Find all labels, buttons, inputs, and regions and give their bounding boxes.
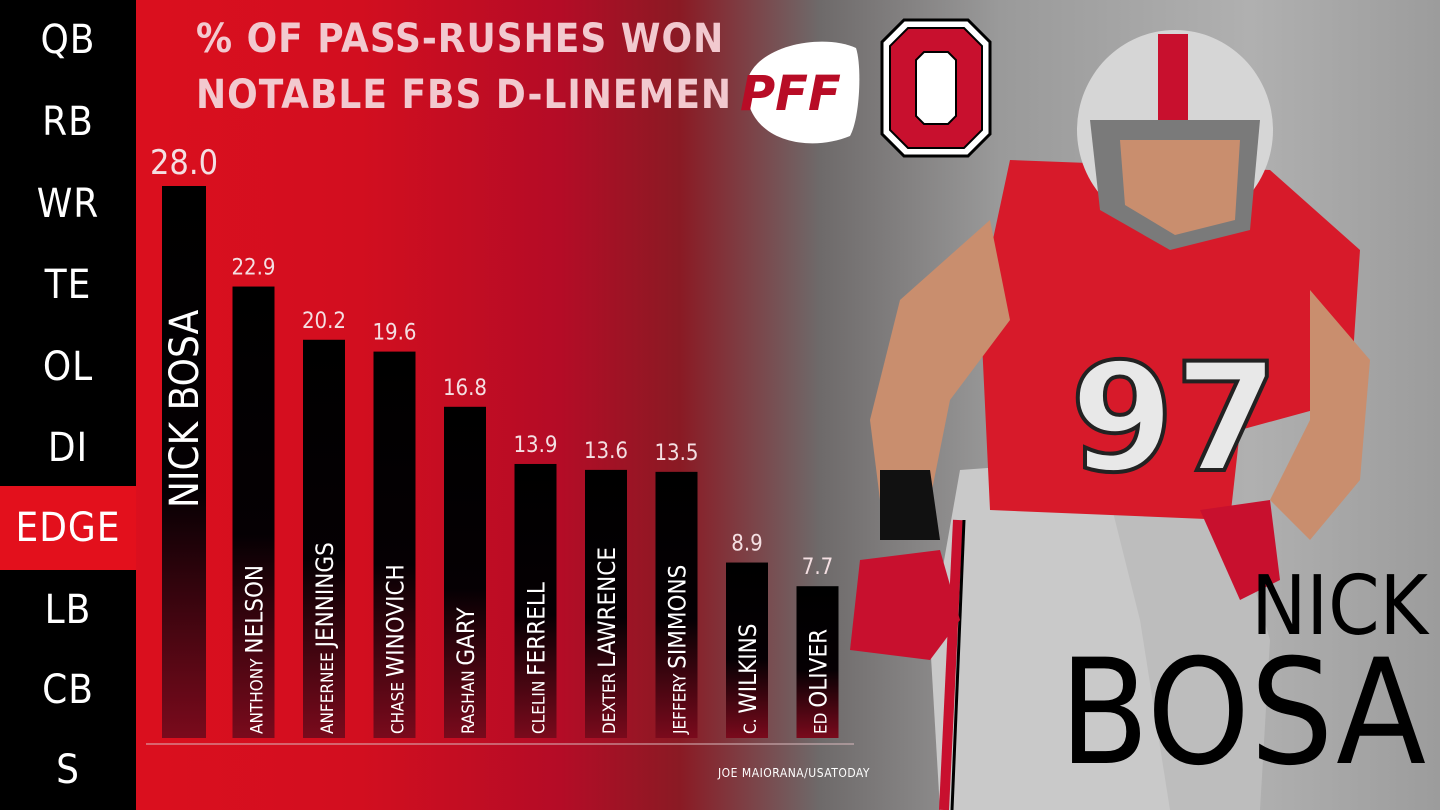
bar — [444, 406, 486, 738]
pff-logo-text: PFF — [740, 66, 841, 122]
bar-value-label: 20.2 — [302, 309, 346, 334]
bar — [373, 351, 416, 738]
bar-category-label: CLELIN FERRELL — [523, 582, 551, 734]
bar-value-label: 13.5 — [654, 441, 698, 466]
bar — [726, 562, 768, 738]
nav-item-di[interactable]: DI — [47, 425, 89, 471]
bar-value-label: 22.9 — [231, 256, 275, 281]
bar — [796, 586, 839, 738]
chart-subtitle: NOTABLE FBS D-LINEMEN — [196, 72, 733, 118]
bar-category-label: ANTHONY NELSON — [241, 565, 269, 734]
bar-category-label: CHASE WINOVICH — [382, 564, 410, 734]
bar — [514, 463, 557, 738]
bar-category-label: ANFERNEE JENNINGS — [311, 542, 339, 734]
nav-item-te[interactable]: TE — [44, 262, 92, 308]
bar-category-label: NICK BOSA — [162, 309, 208, 508]
bar — [232, 286, 275, 738]
bar-category-label: C. WILKINS — [734, 623, 762, 734]
svg-text:97: 97 — [1070, 332, 1279, 506]
pass-rush-bar-chart: 28.0 NICK BOSA 22.9 ANTHONY NELSON 20.2 ANFER… — [146, 143, 854, 745]
bar — [655, 471, 698, 738]
player-first-name: NICK — [1251, 559, 1428, 654]
bar-value-label: 16.8 — [443, 376, 487, 401]
bar-value-label: 19.6 — [372, 321, 416, 346]
bar-value-label: 8.9 — [731, 532, 762, 557]
bar — [162, 186, 206, 738]
photo-credit: JOE MAIORANA/USATODAY — [718, 766, 870, 780]
nav-item-s[interactable]: S — [56, 747, 80, 793]
nav-item-rb[interactable]: RB — [42, 99, 94, 145]
bar-category-label: DEXTER LAWRENCE — [593, 547, 621, 734]
bar-value-label: 28.0 — [150, 143, 218, 183]
nav-item-cb[interactable]: CB — [42, 667, 94, 713]
position-sidebar: QB RB WR TE OL DI EDGE LB CB S — [0, 0, 136, 810]
nav-item-edge[interactable]: EDGE — [0, 486, 136, 570]
nav-item-wr[interactable]: WR — [36, 181, 100, 227]
pff-logo: PFF — [740, 41, 860, 144]
bar-category-label: RASHAN GARY — [452, 607, 480, 734]
bar-value-label: 7.7 — [802, 555, 833, 580]
ohio-state-logo — [880, 18, 992, 158]
nav-item-ol[interactable]: OL — [42, 344, 94, 390]
chart-title: % OF PASS-RUSHES WON — [196, 16, 725, 62]
bar-value-label: 13.6 — [584, 439, 628, 464]
bar-category-label: JEFFERY SIMMONS — [664, 565, 692, 735]
nav-item-lb[interactable]: LB — [44, 587, 92, 633]
nav-item-qb[interactable]: QB — [40, 17, 96, 63]
player-photo: 97 — [850, 30, 1370, 810]
bar — [303, 339, 345, 738]
bar-value-label: 13.9 — [513, 433, 557, 458]
bar — [585, 469, 627, 738]
bar-category-label: ED OLIVER — [805, 629, 833, 734]
player-last-name: BOSA — [1059, 628, 1426, 798]
